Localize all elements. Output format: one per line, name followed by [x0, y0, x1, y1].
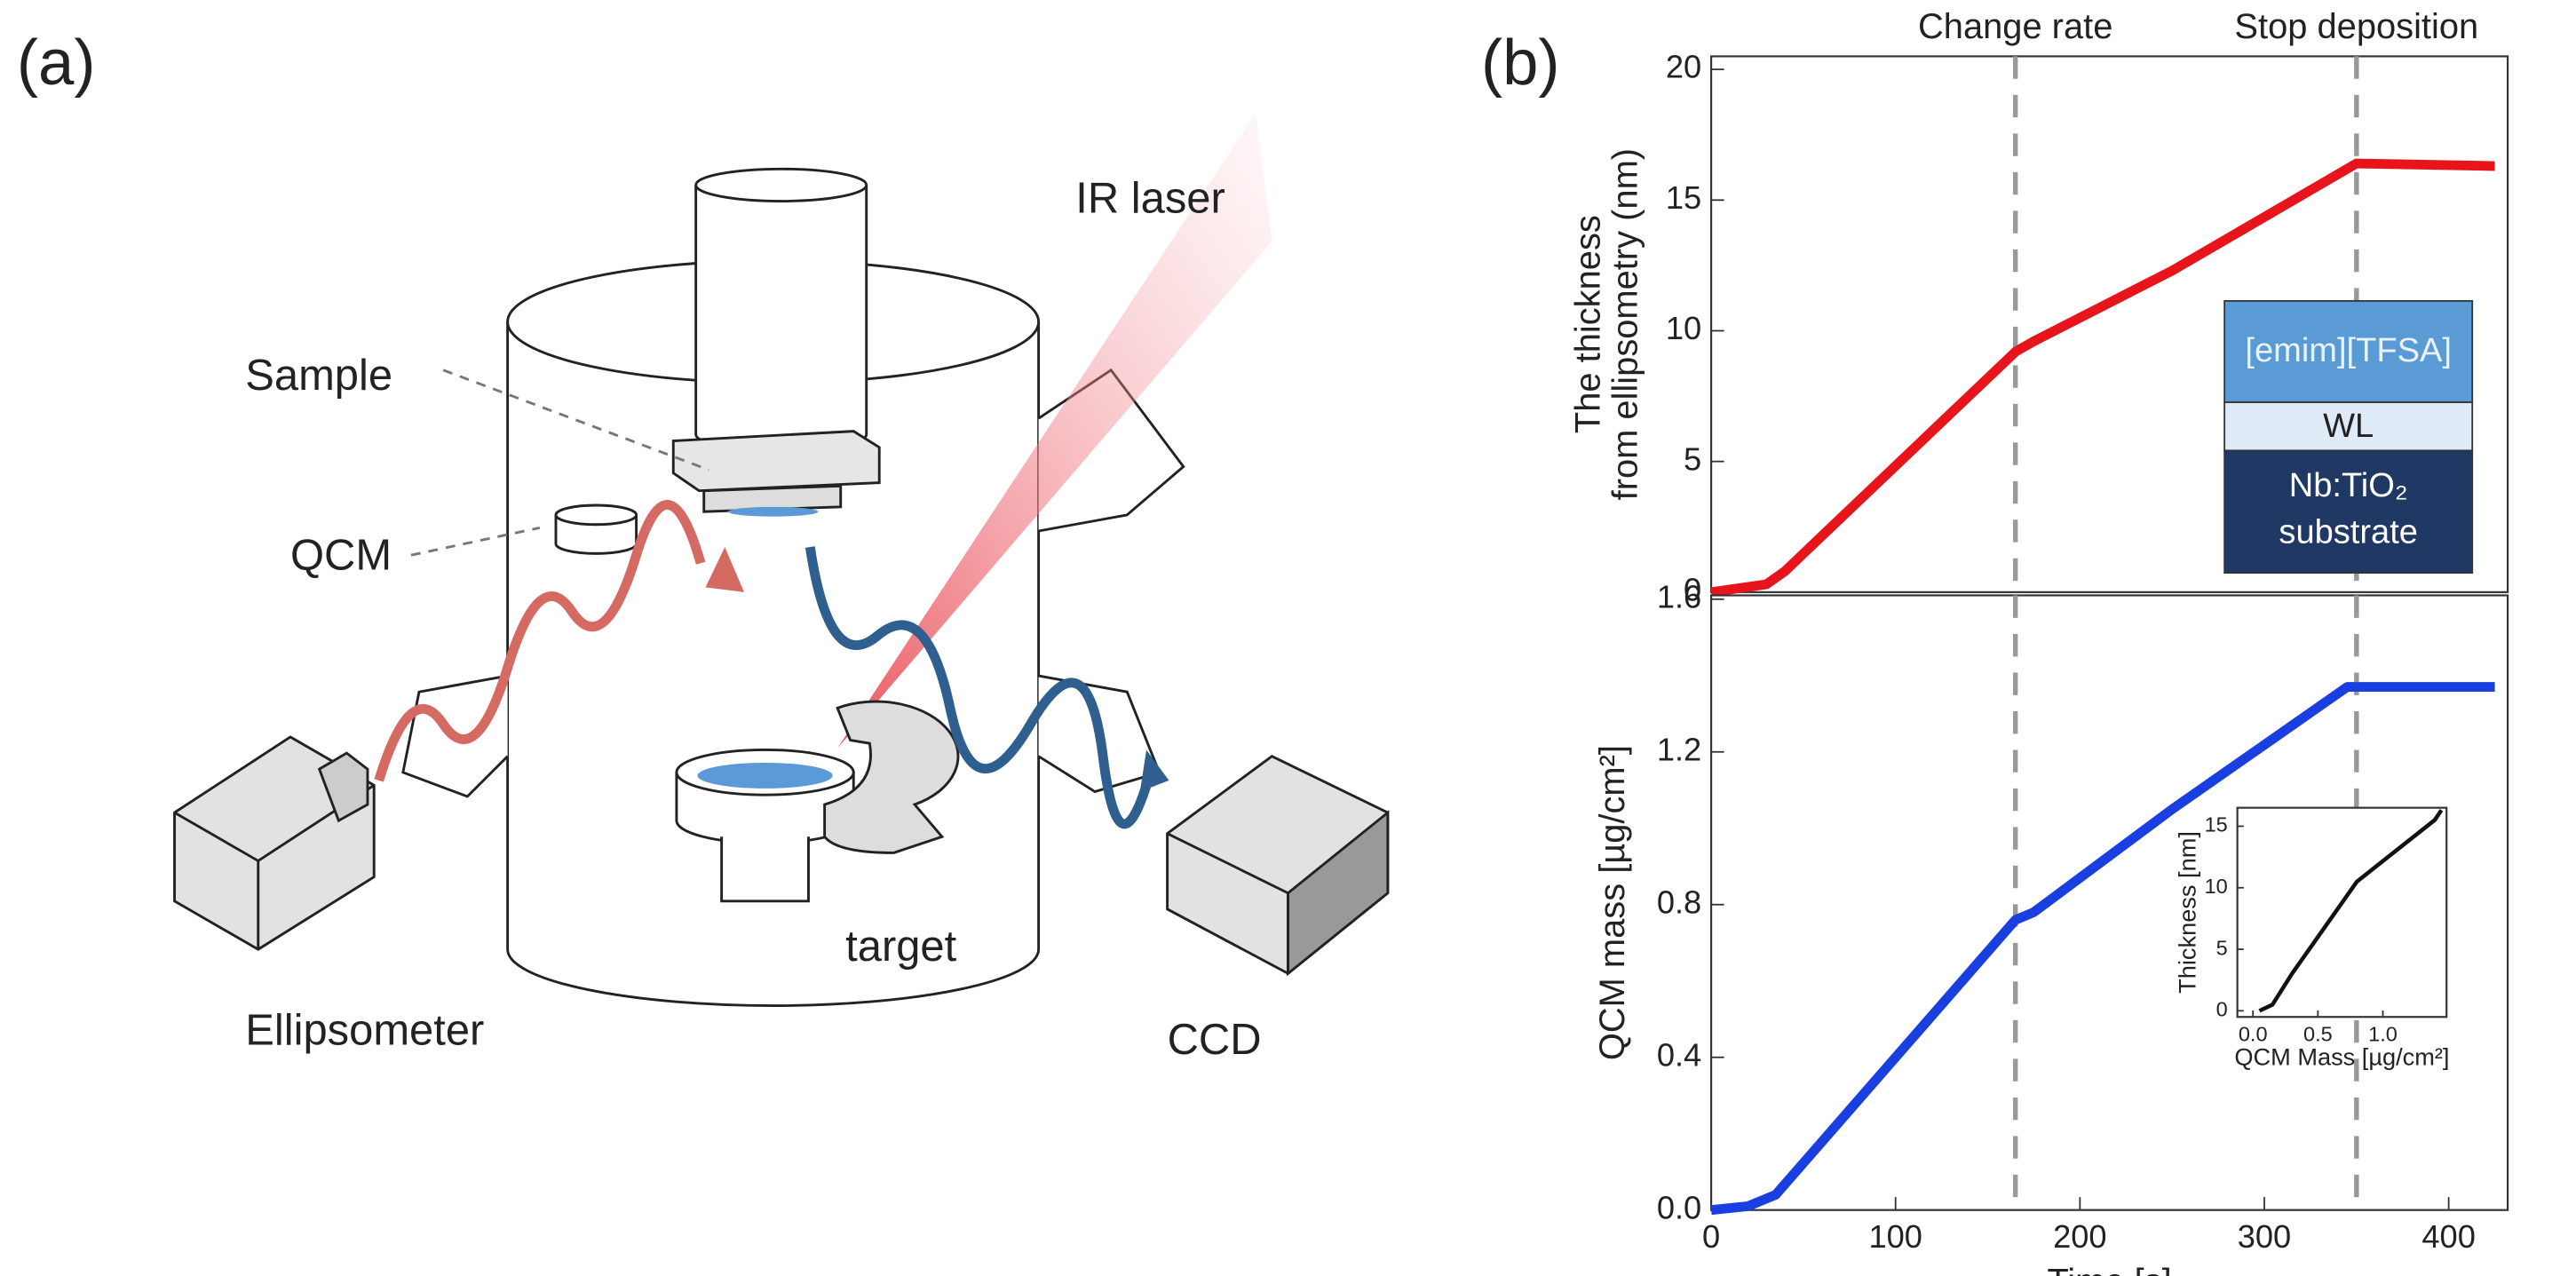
y-tick-label: 20 [1666, 49, 1701, 85]
layer-label: [emim][TFSA] [2245, 332, 2452, 369]
sample-film [727, 506, 819, 517]
y-tick-label: 15 [2205, 813, 2228, 836]
y-tick-label: 1.6 [1657, 578, 1701, 614]
x-axis-label: Time [s] [2047, 1263, 2171, 1276]
event-label: Stop deposition [2234, 7, 2478, 46]
plot-frame [2236, 806, 2448, 1018]
x-tick-label: 200 [2053, 1218, 2106, 1255]
x-tick-label: 0 [1702, 1218, 1720, 1255]
y-tick-label: 0.4 [1657, 1036, 1701, 1073]
target-label: target [845, 923, 956, 971]
laser-beam [837, 112, 1272, 749]
ellipsometer-lens [317, 751, 369, 823]
panel-label: (a) [17, 27, 96, 99]
y-tick-label: 5 [1684, 440, 1701, 477]
y-tick-label: 0 [2216, 998, 2228, 1021]
target-material [697, 762, 833, 789]
data-line [1710, 682, 2495, 1216]
ccd-label: CCD [1168, 1016, 1262, 1064]
x-tick-label: 400 [2421, 1218, 2475, 1255]
layer-label: substrate [2279, 514, 2418, 551]
beam-arrowhead-red [705, 547, 745, 592]
x-tick-label: 0.5 [2303, 1023, 2333, 1046]
layer-stack: [emim][TFSA] WL Nb:TiO₂ substrate [2223, 299, 2474, 575]
manipulator-top [694, 167, 868, 202]
ellipsometer-label: Ellipsometer [245, 1006, 484, 1054]
panel-label: (b) [1481, 27, 1560, 99]
ccd-edges [1166, 832, 1289, 974]
data-line [1710, 158, 2495, 598]
x-tick-label: 0.0 [2239, 1023, 2268, 1046]
x-tick-label: 300 [2238, 1218, 2291, 1255]
data-line [2258, 809, 2444, 1013]
qcm-top [554, 503, 638, 527]
qcm-label: QCM [290, 532, 392, 580]
layer-emim [2223, 299, 2474, 403]
ellipsometer-beam-in [374, 500, 706, 782]
ellipsometer-beam-out [805, 546, 1156, 829]
y-tick-label: 10 [2205, 875, 2228, 898]
target-stem [720, 836, 810, 903]
ellipsometer-box [173, 735, 376, 951]
y-tick-label: 0.8 [1657, 884, 1701, 920]
y-axis-label: Thickness [nm] [2173, 831, 2200, 994]
y-tick-label: 15 [1666, 179, 1701, 216]
x-tick-label: 100 [1868, 1218, 1922, 1255]
y-tick-label: 1.2 [1657, 731, 1701, 767]
y-axis-label: from ellipsometry (nm) [1605, 148, 1645, 500]
sample-holder [671, 430, 881, 493]
y-axis-label: QCM mass [µg/cm²] [1593, 745, 1632, 1060]
layer-label: Nb:TiO₂ [2289, 467, 2408, 504]
y-tick-label: 0.0 [1657, 1189, 1701, 1225]
layer-wl [2223, 401, 2474, 452]
apparatus-diagram [173, 112, 1390, 1008]
layer-label: WL [2323, 408, 2374, 445]
y-axis-label: The thickness [1569, 215, 1608, 433]
x-tick-label: 1.0 [2368, 1023, 2398, 1046]
beam-arrowhead-blue [1139, 749, 1169, 792]
event-label: Change rate [1918, 7, 2112, 46]
qcm-pointer [410, 526, 541, 557]
manipulator [694, 185, 868, 452]
y-tick-label: 5 [2216, 936, 2228, 959]
sample-pointer [442, 369, 709, 472]
y-tick-label: 10 [1666, 310, 1701, 346]
x-axis-label: QCM Mass [µg/cm²] [2234, 1043, 2449, 1071]
sample-label: Sample [245, 352, 392, 400]
layer-substrate [2223, 449, 2474, 575]
laser-label: IR laser [1075, 174, 1225, 222]
sample [702, 484, 843, 513]
rotation-arrow [823, 700, 960, 854]
y-tick-label: 0 [1684, 571, 1701, 607]
